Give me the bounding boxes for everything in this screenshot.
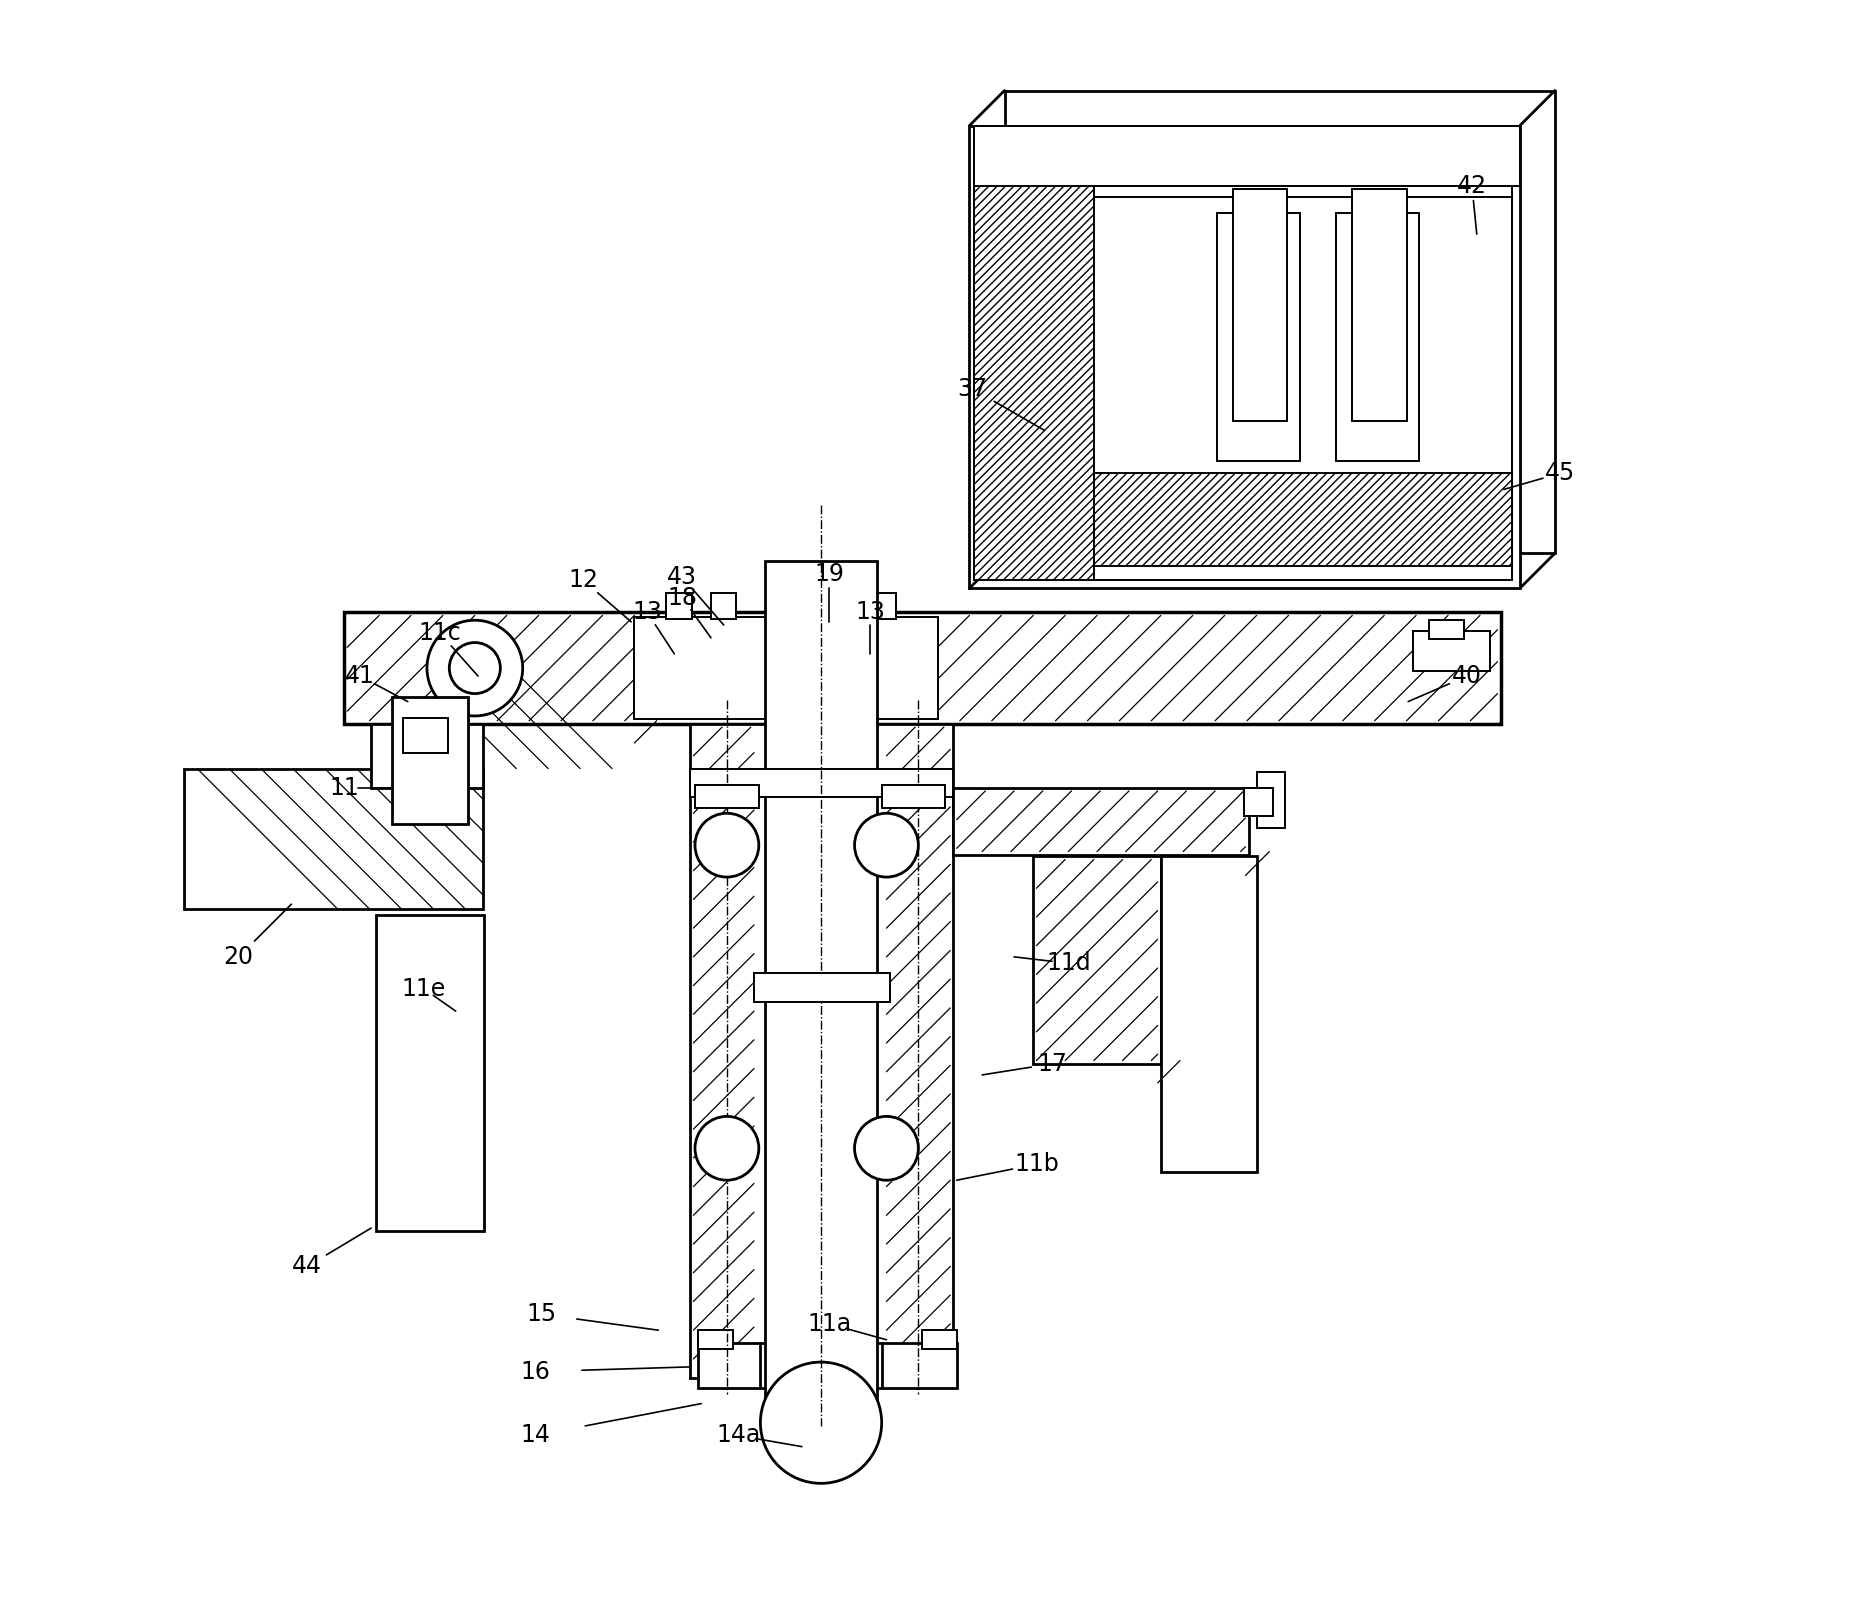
- Text: 11a: 11a: [806, 1311, 851, 1335]
- Circle shape: [696, 1116, 759, 1180]
- Bar: [711, 592, 737, 618]
- Bar: [954, 788, 1249, 855]
- Bar: [975, 133, 1093, 580]
- Bar: [690, 724, 954, 1378]
- Text: 14: 14: [521, 1423, 551, 1447]
- Bar: [1093, 133, 1511, 580]
- Text: 41: 41: [345, 664, 375, 688]
- Bar: [634, 616, 938, 719]
- Bar: [392, 696, 469, 825]
- Bar: [696, 784, 759, 809]
- Bar: [881, 784, 945, 809]
- Bar: [698, 1330, 733, 1350]
- Bar: [1414, 631, 1489, 671]
- Text: 11c: 11c: [418, 621, 461, 645]
- Bar: [375, 916, 484, 1231]
- Bar: [1093, 474, 1511, 567]
- Bar: [1232, 189, 1286, 421]
- Bar: [371, 724, 482, 788]
- Text: 40: 40: [1453, 664, 1483, 688]
- Bar: [343, 612, 1500, 724]
- Text: 44: 44: [292, 1254, 322, 1278]
- Circle shape: [855, 813, 919, 877]
- Text: 37: 37: [958, 376, 988, 400]
- Text: 11e: 11e: [401, 977, 446, 1001]
- Bar: [1337, 213, 1419, 461]
- Bar: [870, 592, 896, 618]
- Text: 19: 19: [814, 562, 844, 586]
- Text: 14a: 14a: [716, 1423, 759, 1447]
- Text: 45: 45: [1545, 461, 1575, 485]
- Circle shape: [428, 620, 523, 716]
- Text: 17: 17: [1037, 1052, 1067, 1076]
- Text: 11: 11: [330, 776, 358, 800]
- Circle shape: [696, 813, 759, 877]
- Bar: [1243, 788, 1273, 817]
- Circle shape: [450, 642, 501, 693]
- Bar: [754, 973, 889, 1002]
- Text: 12: 12: [568, 568, 598, 592]
- Text: 13: 13: [855, 600, 885, 624]
- Bar: [1256, 772, 1284, 828]
- Bar: [969, 125, 1521, 588]
- Text: 42: 42: [1457, 175, 1487, 199]
- Bar: [1217, 213, 1299, 461]
- Polygon shape: [184, 768, 482, 909]
- Text: 13: 13: [632, 600, 662, 624]
- Text: 16: 16: [521, 1359, 551, 1383]
- Bar: [1161, 857, 1256, 1172]
- Bar: [921, 1330, 956, 1350]
- Circle shape: [761, 1362, 881, 1484]
- Bar: [825, 592, 851, 618]
- Bar: [403, 717, 448, 752]
- Bar: [666, 592, 692, 618]
- Bar: [1352, 189, 1406, 421]
- Bar: [690, 768, 954, 797]
- Bar: [1005, 91, 1554, 554]
- Bar: [975, 125, 1521, 186]
- Bar: [1033, 857, 1161, 1063]
- Text: 11b: 11b: [1014, 1153, 1059, 1177]
- Text: 15: 15: [527, 1302, 557, 1326]
- Text: 20: 20: [223, 945, 253, 969]
- Bar: [1093, 133, 1511, 197]
- Bar: [1429, 620, 1464, 639]
- Circle shape: [855, 1116, 919, 1180]
- Text: 43: 43: [668, 565, 698, 589]
- Bar: [698, 1343, 956, 1388]
- Text: 18: 18: [668, 586, 698, 610]
- Text: 11d: 11d: [1046, 951, 1091, 975]
- Bar: [765, 562, 878, 1407]
